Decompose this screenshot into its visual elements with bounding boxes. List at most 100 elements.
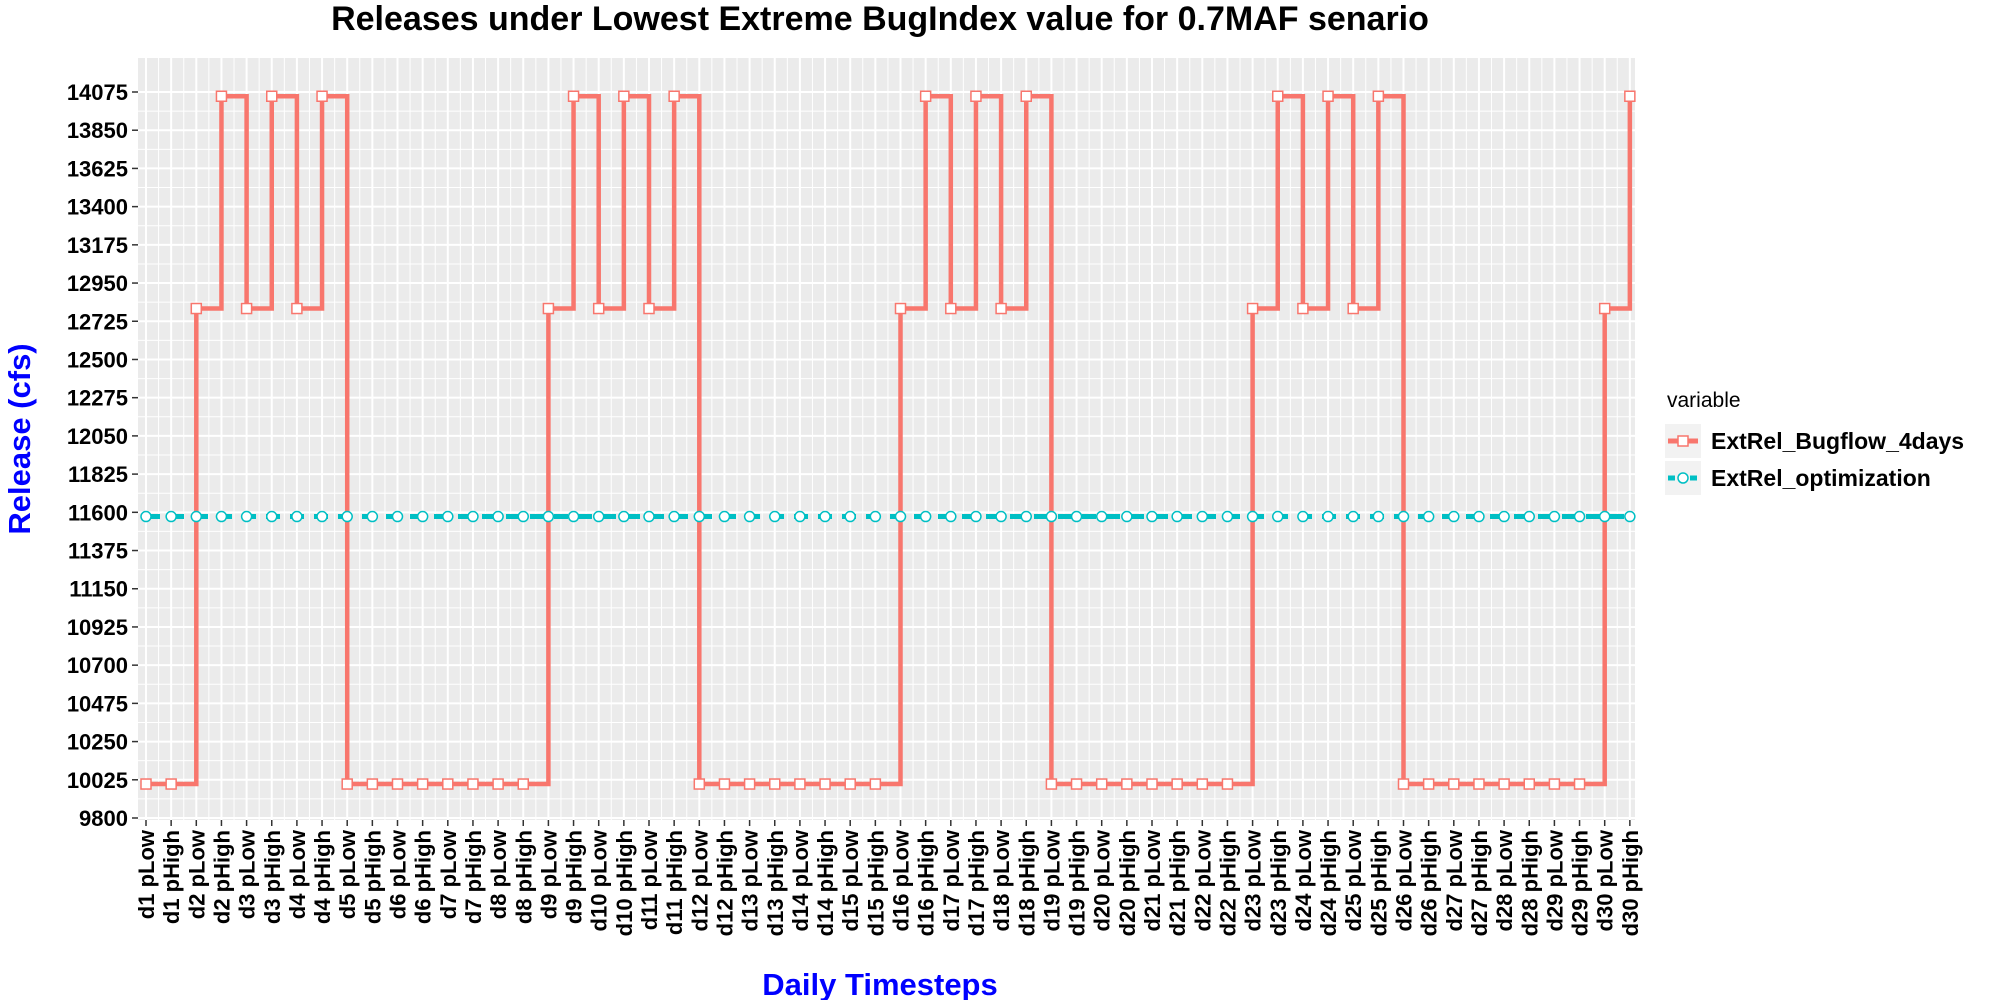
bugflow-point — [945, 302, 957, 315]
x-tick-label: d27 pHigh — [1467, 830, 1492, 936]
x-axis-ticks: d1 pLow d1 pHigh d2 pLow d2 pHigh d3 pLow d3 … — [134, 820, 1643, 936]
optimization-point — [970, 510, 982, 523]
x-tick-label: d6 pHigh — [411, 830, 436, 924]
x-tick-label: d17 pHigh — [964, 830, 989, 936]
y-axis-ticks: 9800 10025 10250 10475 10700 10925 11150 11375 1… — [67, 80, 138, 831]
bugflow-point — [1498, 778, 1510, 790]
bugflow-point — [869, 778, 882, 790]
bugflow-point — [668, 90, 680, 102]
y-tick-label: 14075 — [67, 80, 128, 105]
x-tick-label: d29 pLow — [1542, 829, 1567, 931]
x-tick-label: d20 pLow — [1090, 829, 1115, 931]
bugflow-point — [1397, 778, 1410, 790]
legend-key-marker — [1677, 472, 1689, 484]
x-tick-label: d26 pLow — [1392, 829, 1417, 931]
optimization-point — [442, 510, 454, 523]
x-tick-label: d9 pHigh — [562, 830, 587, 924]
x-tick-label: d21 pHigh — [1165, 830, 1190, 936]
y-tick-label: 12725 — [67, 309, 128, 334]
optimization-point — [1272, 510, 1284, 523]
bugflow-point — [1020, 90, 1032, 102]
optimization-point — [1498, 510, 1510, 523]
optimization-point — [794, 510, 806, 523]
bugflow-point — [165, 778, 177, 790]
legend-key-marker — [1677, 435, 1689, 447]
optimization-point — [1221, 510, 1234, 523]
chart-title: Releases under Lowest Extreme BugIndex v… — [331, 0, 1429, 38]
bugflow-point — [1598, 302, 1611, 315]
bugflow-point — [391, 778, 404, 790]
bugflow-point — [1448, 778, 1460, 790]
bugflow-point — [1297, 302, 1309, 315]
optimization-point — [592, 510, 605, 523]
x-tick-label: d7 pHigh — [461, 830, 486, 924]
x-tick-label: d4 pLow — [285, 829, 310, 919]
x-tick-label: d21 pLow — [1140, 829, 1165, 931]
bugflow-point — [1523, 778, 1535, 790]
y-tick-label: 13400 — [67, 195, 128, 220]
optimization-point — [1397, 510, 1410, 523]
x-tick-label: d12 pHigh — [712, 830, 737, 936]
optimization-point — [1473, 510, 1485, 523]
bugflow-point — [970, 90, 982, 102]
bugflow-point — [542, 302, 555, 315]
x-tick-label: d9 pLow — [536, 829, 561, 919]
x-tick-label: d10 pHigh — [612, 830, 637, 936]
bugflow-point — [1372, 90, 1385, 102]
y-tick-label: 13850 — [67, 118, 128, 143]
x-tick-label: d5 pHigh — [360, 830, 385, 924]
optimization-point — [1372, 510, 1385, 523]
optimization-point — [643, 510, 655, 523]
x-tick-label: d10 pLow — [587, 829, 612, 931]
x-tick-label: d13 pLow — [738, 829, 763, 931]
y-tick-label: 12050 — [67, 424, 128, 449]
optimization-point — [919, 510, 932, 523]
x-tick-label: d13 pHigh — [763, 830, 788, 936]
optimization-point — [190, 510, 203, 523]
optimization-point — [1246, 510, 1259, 523]
x-tick-label: d1 pLow — [134, 829, 159, 919]
bugflow-point — [1573, 778, 1586, 790]
optimization-point — [266, 510, 278, 523]
optimization-point — [1548, 510, 1561, 523]
x-tick-label: d25 pLow — [1341, 829, 1366, 931]
bugflow-point — [291, 302, 303, 315]
x-tick-label: d29 pHigh — [1568, 830, 1593, 936]
x-tick-label: d28 pLow — [1492, 829, 1517, 931]
bugflow-point — [1548, 778, 1561, 790]
optimization-point — [1070, 510, 1083, 523]
optimization-point — [1121, 510, 1133, 523]
x-tick-label: d24 pHigh — [1316, 830, 1341, 936]
optimization-point — [1297, 510, 1309, 523]
x-tick-label: d16 pHigh — [914, 830, 939, 936]
x-tick-label: d1 pHigh — [159, 830, 184, 924]
bugflow-point — [567, 90, 580, 102]
bugflow-point — [492, 778, 504, 790]
bugflow-point — [1322, 90, 1334, 102]
bugflow-point — [416, 778, 429, 790]
y-tick-label: 9800 — [79, 806, 128, 831]
x-tick-label: d27 pLow — [1442, 829, 1467, 931]
x-tick-label: d28 pHigh — [1517, 830, 1542, 936]
optimization-point — [165, 510, 177, 523]
optimization-point — [1347, 510, 1359, 523]
x-tick-label: d15 pHigh — [863, 830, 888, 936]
x-tick-label: d19 pLow — [1039, 829, 1064, 931]
optimization-point — [140, 510, 152, 523]
optimization-point — [945, 510, 957, 523]
y-tick-label: 12500 — [67, 347, 128, 372]
bugflow-point — [769, 778, 781, 790]
y-axis-title: Release (cfs) — [2, 343, 37, 534]
optimization-point — [1020, 510, 1032, 523]
optimization-point — [240, 510, 253, 523]
optimization-point — [416, 510, 429, 523]
x-tick-label: d3 pLow — [235, 829, 260, 919]
y-tick-label: 13625 — [67, 156, 128, 181]
bugflow-point — [1070, 778, 1083, 790]
x-tick-label: d22 pLow — [1190, 829, 1215, 931]
optimization-point — [668, 510, 680, 523]
y-tick-label: 11825 — [68, 462, 128, 487]
x-tick-label: d23 pLow — [1241, 829, 1266, 931]
optimization-point — [769, 510, 781, 523]
